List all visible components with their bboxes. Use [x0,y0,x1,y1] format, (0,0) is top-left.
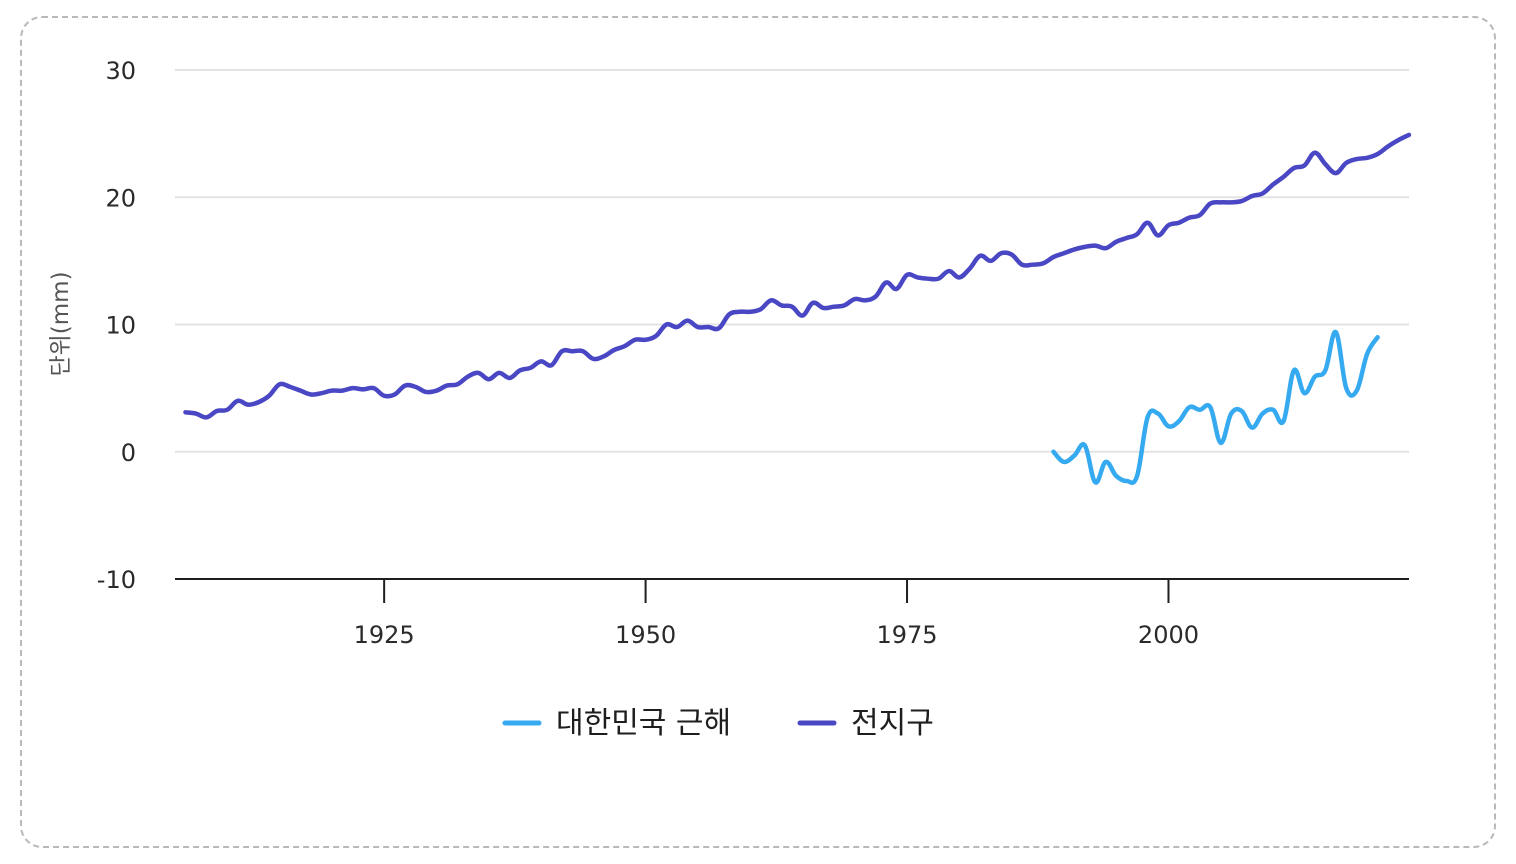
y-axis-label-group: 단위(mm) [48,271,74,376]
series-line-1 [183,132,1412,420]
legend-item-1: 전지구 [797,706,934,741]
legend-label: 대한민국 근해 [556,706,731,741]
x-tick-label: 1925 [354,621,415,649]
x-tick-label: 1975 [876,621,937,649]
x-axis: 1925 1950 1975 2000 [175,578,1409,649]
series-lines [183,132,1412,485]
series-line-0 [1051,329,1380,485]
chart-card [20,16,1496,848]
x-tick-label: 1950 [615,621,676,649]
y-tick-label: 30 [105,57,136,85]
y-axis-ticks: 30 20 10 0 -10 [97,57,136,594]
grid-lines [175,69,1409,453]
y-tick-label: 20 [105,184,136,212]
legend-item-0: 대한민국 근해 [502,706,731,741]
legend: 대한민국 근해 전지구 [502,706,934,741]
y-tick-label: 10 [105,312,136,340]
legend-label: 전지구 [851,706,934,741]
y-tick-label: 0 [121,439,136,467]
x-tick-label: 2000 [1138,621,1199,649]
y-axis-label: 단위(mm) [48,271,74,376]
y-tick-label: -10 [97,566,136,594]
